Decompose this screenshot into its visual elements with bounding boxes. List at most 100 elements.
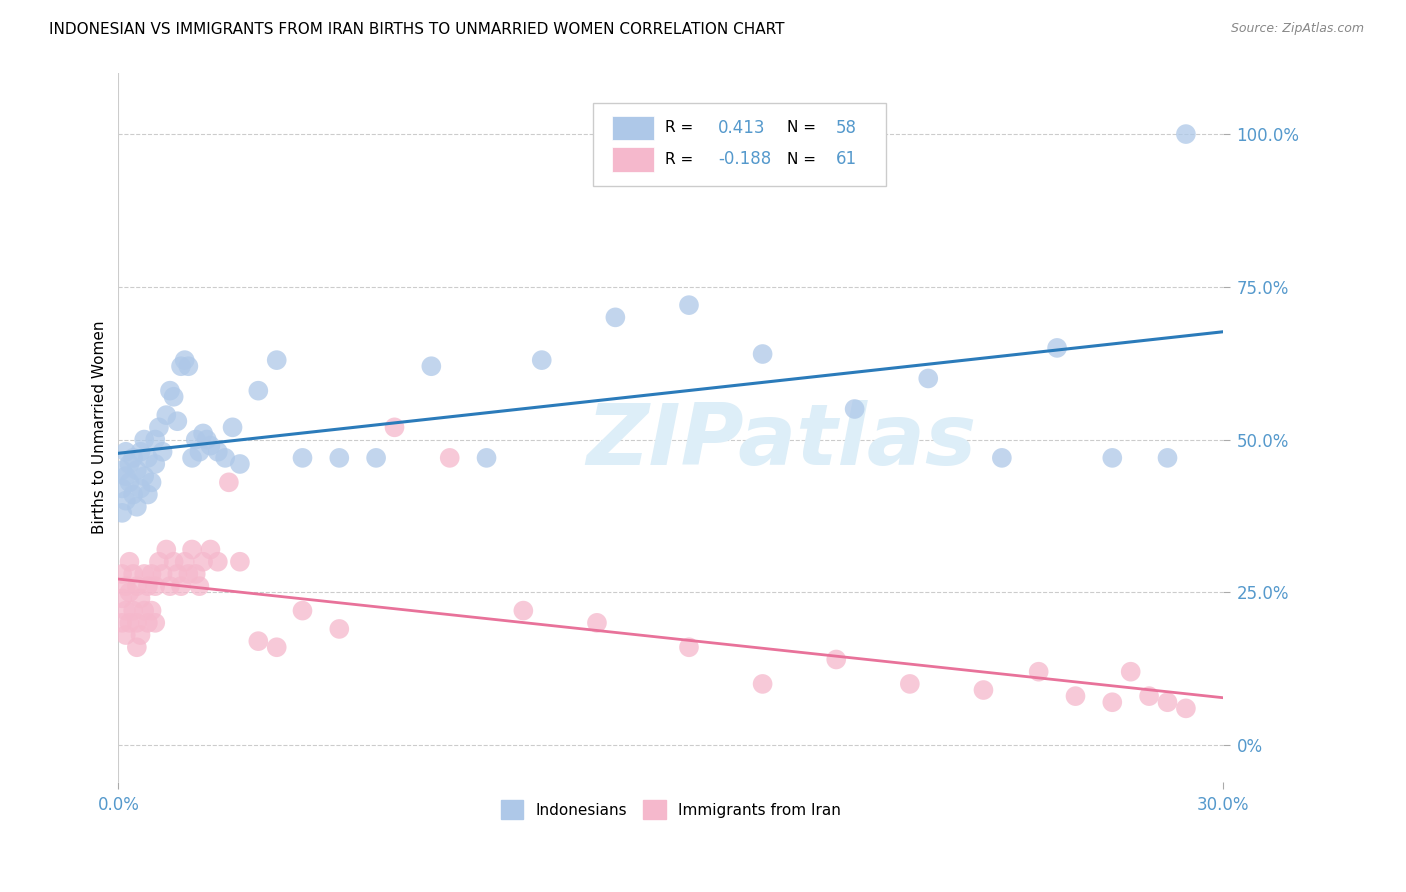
- Point: [152, 566, 174, 581]
- Point: [143, 615, 166, 630]
- Point: [420, 359, 443, 374]
- Point: [1064, 689, 1087, 703]
- Y-axis label: Births to Unmarried Women: Births to Unmarried Women: [93, 320, 107, 534]
- Point: [141, 566, 163, 581]
- Point: [266, 640, 288, 655]
- Point: [195, 433, 218, 447]
- Point: [291, 604, 314, 618]
- Point: [678, 640, 700, 655]
- Point: [177, 359, 200, 374]
- Point: [184, 566, 207, 581]
- Point: [111, 506, 134, 520]
- Point: [218, 475, 240, 490]
- Point: [136, 579, 159, 593]
- Point: [384, 420, 406, 434]
- Text: 61: 61: [837, 151, 858, 169]
- Point: [136, 487, 159, 501]
- Point: [163, 390, 186, 404]
- Text: R =: R =: [665, 152, 699, 167]
- Point: [1046, 341, 1069, 355]
- Text: N =: N =: [786, 152, 815, 167]
- Point: [125, 640, 148, 655]
- Point: [1028, 665, 1050, 679]
- Point: [177, 566, 200, 581]
- Point: [991, 450, 1014, 465]
- Point: [163, 555, 186, 569]
- Point: [1156, 695, 1178, 709]
- Point: [1137, 689, 1160, 703]
- Point: [1156, 450, 1178, 465]
- Point: [111, 591, 134, 606]
- Point: [247, 384, 270, 398]
- Point: [328, 450, 350, 465]
- Text: ZIPatlas: ZIPatlas: [586, 400, 976, 483]
- Point: [917, 371, 939, 385]
- Point: [898, 677, 921, 691]
- Point: [152, 444, 174, 458]
- Point: [188, 579, 211, 593]
- Point: [170, 579, 193, 593]
- Point: [1101, 695, 1123, 709]
- Point: [134, 566, 156, 581]
- FancyBboxPatch shape: [612, 147, 654, 172]
- Point: [221, 420, 243, 434]
- Point: [122, 604, 145, 618]
- Point: [184, 433, 207, 447]
- Text: INDONESIAN VS IMMIGRANTS FROM IRAN BIRTHS TO UNMARRIED WOMEN CORRELATION CHART: INDONESIAN VS IMMIGRANTS FROM IRAN BIRTH…: [49, 22, 785, 37]
- Point: [155, 542, 177, 557]
- Point: [111, 615, 134, 630]
- Point: [125, 463, 148, 477]
- Point: [200, 439, 222, 453]
- Point: [191, 426, 214, 441]
- Point: [111, 482, 134, 496]
- Point: [114, 628, 136, 642]
- Point: [328, 622, 350, 636]
- Point: [181, 450, 204, 465]
- Point: [125, 615, 148, 630]
- Point: [143, 433, 166, 447]
- Point: [111, 463, 134, 477]
- Point: [122, 566, 145, 581]
- Text: Source: ZipAtlas.com: Source: ZipAtlas.com: [1230, 22, 1364, 36]
- Point: [141, 475, 163, 490]
- Point: [114, 469, 136, 483]
- Point: [191, 555, 214, 569]
- Point: [114, 604, 136, 618]
- Point: [159, 579, 181, 593]
- Text: N =: N =: [786, 120, 815, 135]
- Point: [143, 457, 166, 471]
- Point: [181, 542, 204, 557]
- Text: 58: 58: [837, 119, 858, 136]
- FancyBboxPatch shape: [593, 103, 886, 186]
- Point: [188, 444, 211, 458]
- Point: [122, 450, 145, 465]
- Point: [141, 604, 163, 618]
- Point: [118, 585, 141, 599]
- Point: [825, 652, 848, 666]
- Point: [1101, 450, 1123, 465]
- Point: [129, 628, 152, 642]
- Point: [586, 615, 609, 630]
- Point: [114, 444, 136, 458]
- Point: [129, 482, 152, 496]
- Point: [148, 555, 170, 569]
- Point: [114, 579, 136, 593]
- Point: [1174, 127, 1197, 141]
- Point: [229, 457, 252, 471]
- FancyBboxPatch shape: [612, 115, 654, 140]
- Point: [136, 615, 159, 630]
- Point: [207, 555, 229, 569]
- Point: [291, 450, 314, 465]
- Point: [155, 408, 177, 422]
- Point: [530, 353, 553, 368]
- Point: [134, 433, 156, 447]
- Point: [751, 347, 773, 361]
- Point: [111, 566, 134, 581]
- Point: [114, 493, 136, 508]
- Point: [512, 604, 534, 618]
- Point: [170, 359, 193, 374]
- Point: [122, 487, 145, 501]
- Text: -0.188: -0.188: [718, 151, 772, 169]
- Point: [1119, 665, 1142, 679]
- Point: [247, 634, 270, 648]
